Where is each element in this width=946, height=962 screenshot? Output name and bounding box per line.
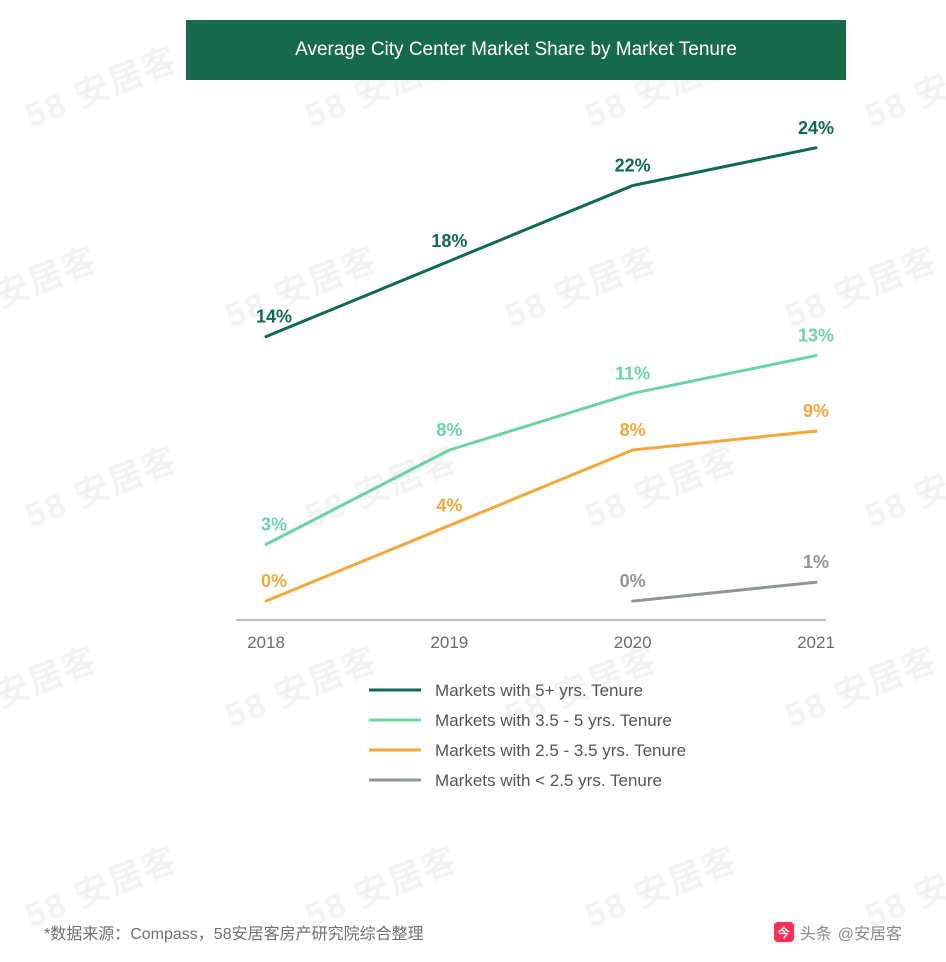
- x-tick-label: 2020: [614, 633, 652, 652]
- chart-title-bar: Average City Center Market Share by Mark…: [186, 20, 846, 80]
- data-label: 14%: [256, 307, 292, 327]
- legend-label: Markets with 2.5 - 3.5 yrs. Tenure: [435, 741, 686, 760]
- series-line: [633, 582, 816, 601]
- legend-label: Markets with 5+ yrs. Tenure: [435, 681, 643, 700]
- source-attribution: *数据来源：Compass，58安居客房产研究院综合整理: [44, 920, 424, 944]
- data-label: 8%: [620, 420, 646, 440]
- chart-plot-area: 2018 2019 2020 2021 14% 18% 22% 24% 3% 8% 11% 13% 0%…: [186, 80, 846, 840]
- legend-label: Markets with < 2.5 yrs. Tenure: [435, 771, 662, 790]
- legend-label: Markets with 3.5 - 5 yrs. Tenure: [435, 711, 672, 730]
- watermark-text: 58 安居客: [0, 632, 105, 738]
- data-label: 0%: [620, 571, 646, 591]
- data-label: 24%: [798, 118, 834, 138]
- series-line: [266, 356, 816, 545]
- series-line: [266, 431, 816, 601]
- data-label: 22%: [615, 156, 651, 176]
- x-tick-label: 2018: [247, 633, 285, 652]
- byline-handle: @安居客: [838, 920, 902, 944]
- data-label: 13%: [798, 326, 834, 346]
- data-label: 0%: [261, 571, 287, 591]
- footer-row: *数据来源：Compass，58安居客房产研究院综合整理 今 头条 @安居客: [0, 912, 946, 952]
- data-label: 11%: [615, 363, 650, 383]
- watermark-text: 58 安居客: [17, 32, 185, 138]
- data-label: 1%: [803, 552, 829, 572]
- watermark-text: 58 安居客: [857, 432, 946, 538]
- byline: 今 头条 @安居客: [774, 920, 902, 944]
- line-chart-svg: 2018 2019 2020 2021 14% 18% 22% 24% 3% 8% 11% 13% 0%…: [186, 80, 846, 840]
- data-label: 9%: [803, 401, 829, 421]
- toutiao-icon: 今: [774, 922, 794, 942]
- x-tick-label: 2021: [797, 633, 835, 652]
- watermark-text: 58 安居客: [17, 432, 185, 538]
- data-label: 3%: [261, 514, 287, 534]
- series-line: [266, 148, 816, 337]
- data-label: 4%: [436, 496, 462, 516]
- page-root: 58 安居客58 安居客58 安居客58 安居客58 安居客58 安居客58 安…: [0, 0, 946, 962]
- data-label: 8%: [436, 420, 462, 440]
- x-tick-label: 2019: [430, 633, 468, 652]
- chart-title: Average City Center Market Share by Mark…: [295, 39, 737, 61]
- data-label: 18%: [431, 231, 467, 251]
- watermark-text: 58 安居客: [857, 32, 946, 138]
- watermark-text: 58 安居客: [0, 232, 105, 338]
- byline-prefix: 头条: [800, 920, 832, 944]
